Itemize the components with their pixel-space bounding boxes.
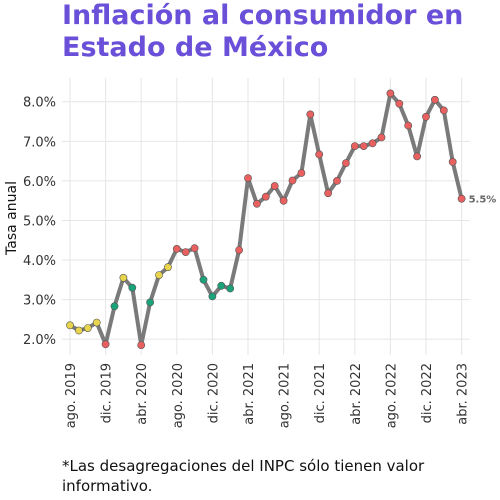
- data-point: [430, 95, 439, 104]
- data-point: [155, 271, 163, 279]
- series-line: [68, 91, 464, 348]
- y-tick-label: 7.0%: [23, 135, 56, 150]
- data-point: [119, 273, 128, 282]
- data-point: [244, 174, 252, 182]
- x-tick-label: dic. 2019: [100, 363, 115, 423]
- x-tick-label: ago. 2020: [171, 363, 186, 428]
- data-point: [386, 89, 395, 98]
- data-point: [413, 152, 421, 161]
- data-point: [297, 169, 306, 177]
- data-point: [83, 324, 92, 332]
- x-tick-label: abr. 2020: [135, 363, 150, 425]
- data-point: [457, 194, 466, 203]
- data-point: [288, 176, 297, 185]
- data-point: [137, 341, 146, 349]
- x-tick-label: ago. 2019: [64, 363, 79, 428]
- y-axis-ticks: 2.0% 3.0% 4.0% 5.0% 6.0% 7.0% 8.0%: [23, 96, 56, 348]
- y-tick-label: 4.0%: [23, 254, 56, 269]
- data-point: [163, 263, 172, 272]
- data-point: [368, 139, 377, 148]
- data-point: [128, 283, 137, 292]
- data-point: [315, 150, 324, 159]
- data-point: [101, 340, 110, 349]
- data-point: [341, 159, 350, 167]
- data-point: [270, 182, 279, 190]
- data-point: [261, 192, 270, 201]
- data-point: [448, 157, 457, 166]
- y-tick-label: 3.0%: [23, 294, 56, 309]
- data-point: [235, 246, 243, 254]
- x-tick-label: ago. 2021: [278, 363, 293, 428]
- footnote: *Las desagregaciones del INPC sólo tiene…: [62, 457, 425, 495]
- data-point: [217, 281, 226, 290]
- y-tick-label: 8.0%: [23, 96, 56, 111]
- data-point: [190, 244, 199, 253]
- data-point: [324, 189, 332, 198]
- data-point: [181, 248, 190, 256]
- data-point: [92, 318, 101, 327]
- y-axis-label: Tasa anual: [4, 181, 20, 256]
- data-point: [377, 133, 386, 142]
- data-point: [359, 142, 368, 150]
- x-tick-label: ago. 2022: [384, 363, 399, 428]
- data-point: [439, 106, 448, 115]
- chart-title: Inflación al consumidor en Estado de Méx…: [62, 0, 464, 63]
- data-point: [404, 121, 413, 130]
- data-point: [66, 321, 74, 330]
- data-point: [306, 110, 315, 119]
- data-point: [208, 292, 217, 301]
- data-point: [110, 302, 119, 311]
- data-point: [350, 142, 359, 150]
- data-point: [422, 112, 430, 121]
- x-tick-label: dic. 2020: [206, 363, 221, 423]
- x-tick-label: abr. 2022: [349, 363, 364, 425]
- data-point: [279, 196, 288, 205]
- x-tick-label: dic. 2022: [420, 363, 435, 423]
- y-tick-label: 2.0%: [23, 333, 56, 348]
- y-tick-label: 6.0%: [23, 175, 56, 190]
- data-point: [172, 244, 181, 253]
- end-value-label: 5.5%: [469, 195, 497, 206]
- data-point: [333, 176, 341, 185]
- x-axis-ticks: ago. 2019 dic. 2019 abr. 2020 ago. 2020 dic.…: [64, 363, 471, 428]
- x-tick-label: abr. 2023: [456, 363, 471, 425]
- data-point: [252, 199, 261, 208]
- data-point: [395, 99, 404, 108]
- data-point: [146, 298, 154, 307]
- data-point: [75, 326, 83, 335]
- data-points: [66, 89, 466, 349]
- grid-lines: [62, 78, 470, 355]
- x-tick-label: abr. 2021: [242, 363, 257, 425]
- data-point: [199, 275, 208, 284]
- data-point: [226, 284, 235, 293]
- x-tick-label: dic. 2021: [313, 363, 328, 423]
- y-tick-label: 5.0%: [23, 214, 56, 229]
